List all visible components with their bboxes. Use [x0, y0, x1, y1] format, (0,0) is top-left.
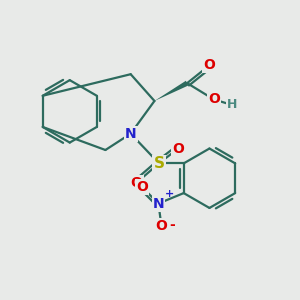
- Text: O: O: [155, 219, 167, 233]
- Text: N: N: [125, 127, 136, 141]
- Text: O: O: [136, 180, 148, 194]
- Text: +: +: [165, 189, 174, 199]
- Text: N: N: [153, 196, 164, 211]
- Text: -: -: [169, 218, 175, 232]
- Text: O: O: [172, 142, 184, 155]
- Polygon shape: [154, 81, 188, 101]
- Text: O: O: [203, 58, 215, 72]
- Text: H: H: [226, 98, 237, 111]
- Text: O: O: [131, 176, 142, 190]
- Text: S: S: [153, 156, 164, 171]
- Text: O: O: [208, 92, 220, 106]
